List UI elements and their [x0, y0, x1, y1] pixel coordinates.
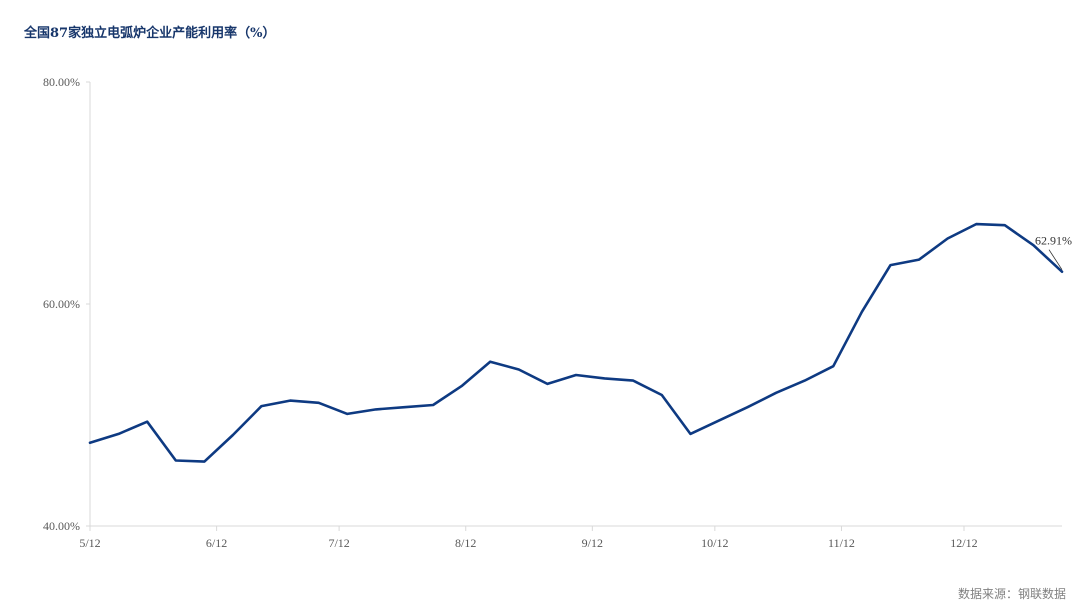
y-tick-label: 80.00%	[43, 75, 80, 89]
x-tick-label: 12/12	[950, 536, 977, 550]
x-tick-label: 11/12	[828, 536, 855, 550]
series-line	[88, 222, 1064, 463]
series-group	[88, 222, 1064, 463]
x-tick-label: 9/12	[582, 536, 603, 550]
x-tick-label: 7/12	[328, 536, 349, 550]
data-source-note: 数据来源：钢联数据	[957, 587, 1066, 601]
data-label-leader	[1048, 249, 1063, 270]
x-axis: 5/12 6/12 7/12 8/12 9/12 10/12 11/12 12/12	[79, 525, 1062, 550]
y-tick-label: 40.00%	[43, 519, 80, 533]
chart-title: 全国87家独立电弧炉企业产能利用率（%）	[24, 26, 276, 41]
data-label-last-value: 62.91%	[1035, 234, 1072, 248]
x-tick-label: 5/12	[79, 536, 100, 550]
x-tick-label: 10/12	[701, 536, 728, 550]
annotation-group: 62.91%	[1035, 234, 1072, 270]
y-axis: 40.00% 60.00% 80.00%	[43, 75, 91, 533]
x-tick-label: 6/12	[206, 536, 227, 550]
x-tick-label: 8/12	[455, 536, 476, 550]
y-tick-label: 60.00%	[43, 297, 80, 311]
